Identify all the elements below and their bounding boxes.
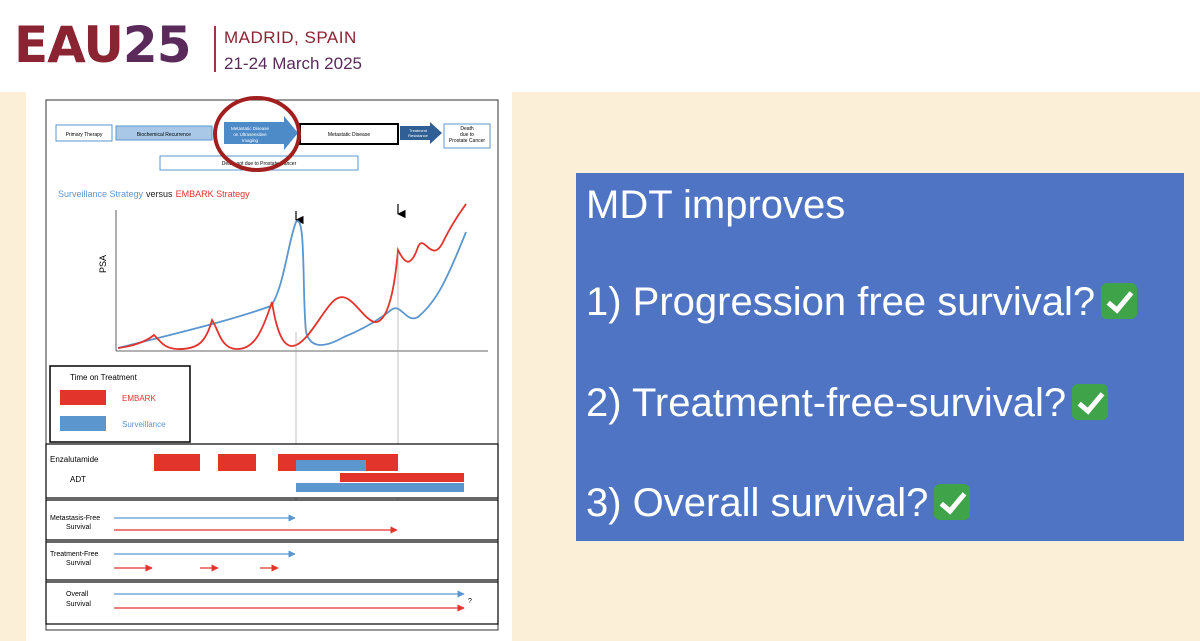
flow-biochemical-label: Biochemical Recurrence [137,132,191,138]
flow-metastatic-label: Metastatic Disease [328,132,370,138]
enzalutamide-embark-bar-2 [218,454,256,471]
legend-surveillance-label: Surveillance [122,420,166,429]
flow-treatment-line2: Resistance [408,133,429,138]
callout-item-3-text: 3) Overall survival? [586,481,929,525]
tfs-label-line1: Treatment-Free [50,551,98,558]
os-label-line1: Overall [66,591,89,598]
surveillance-psa-curve [117,220,467,349]
treatment-rows: Enzalutamide ADT [45,443,499,499]
callout-item-1-text: 1) Progression free survival? [586,280,1096,324]
time-on-treatment-legend: Time on Treatment EMBARK Surveillance [49,365,191,443]
legend-title: Time on Treatment [70,373,138,382]
mfs-section [45,499,499,541]
flow-primary-therapy [55,124,113,142]
psa-chart: PSA [98,203,488,352]
callout-item-2-text: 2) Treatment-free-survival? [586,381,1067,425]
highlight-circle [213,96,301,172]
mfs-label-line2: Survival [66,524,91,531]
flow-ultra-line2: on Ultrasensitive [233,132,267,137]
green-check-mark-icon [1072,384,1109,420]
flow-ultra-line1: Metastatic Disease [231,126,270,131]
survival-rows: Metastasis-Free Survival Treatment-Free … [45,499,499,625]
tfs-label-line2: Survival [66,560,91,567]
adt-surveillance-bar [296,483,464,492]
flow-death-line2: due to [460,132,474,138]
callout-item-3: 3) Overall survival? [586,481,971,525]
event-dates: 21-24 March 2025 [224,54,362,73]
row-enzalutamide-label: Enzalutamide [50,455,99,464]
psa-axis-label: PSA [98,255,108,273]
adt-embark-bar [340,473,464,482]
strategy-surveillance: Surveillance Strategy [58,189,144,199]
figure-svg: Primary Therapy Biochemical Recurrence M… [45,96,499,631]
embark-strategy-figure: Primary Therapy Biochemical Recurrence M… [26,92,512,641]
legend-surveillance-swatch [60,416,106,431]
os-question-mark: ? [468,598,472,605]
header-bar: EAU25 MADRID, SPAIN 21-24 March 2025 [0,0,1200,92]
flow-treatment-line1: Treatment [409,128,428,133]
strategy-title: Surveillance Strategy versus EMBARK Strate… [58,189,250,199]
enzalutamide-surveillance-bar [296,460,366,471]
flow-death-line1: Death [460,126,474,132]
disease-flow-diagram: Primary Therapy Biochemical Recurrence M… [55,96,491,172]
event-location: MADRID, SPAIN [224,28,357,47]
row-adt-label: ADT [70,475,86,484]
flow-death-not-label: Death not due to Prostate Cancer [222,161,297,167]
callout-title: MDT improves [586,183,846,227]
mfs-label-line1: Metastasis-Free [50,515,100,522]
flow-biochemical-arrow [115,125,213,141]
left-background-strip [0,92,26,641]
flow-death-line3: Prostate Cancer [449,138,485,144]
flow-ultrasensitive-arrow [224,116,298,150]
callout-item-2: 2) Treatment-free-survival? [586,381,1109,425]
os-label-line2: Survival [66,601,91,608]
flow-ultra-line3: Imaging [242,138,259,143]
flow-death-box [443,123,491,149]
flow-primary-label: Primary Therapy [66,132,103,138]
strategy-versus: versus [146,189,173,199]
logo-number: 25 [122,16,192,74]
callout-item-1: 1) Progression free survival? [586,280,1138,324]
mdt-callout-box: MDT improves 1) Progression free surviva… [576,173,1184,541]
logo-divider [214,26,216,72]
legend-embark-swatch [60,390,106,405]
embark-psa-curve [117,203,467,350]
green-check-mark-icon [934,484,971,520]
eau25-logo: EAU25 [14,20,192,70]
logo-text: EAU [14,16,124,74]
os-section [45,581,499,625]
strategy-embark: EMBARK Strategy [176,189,251,199]
tfs-section [45,541,499,581]
legend-embark-label: EMBARK [122,394,156,403]
enzalutamide-embark-bar-1 [154,454,200,471]
green-check-mark-icon [1101,283,1138,319]
flow-treatment-arrow [400,122,442,144]
